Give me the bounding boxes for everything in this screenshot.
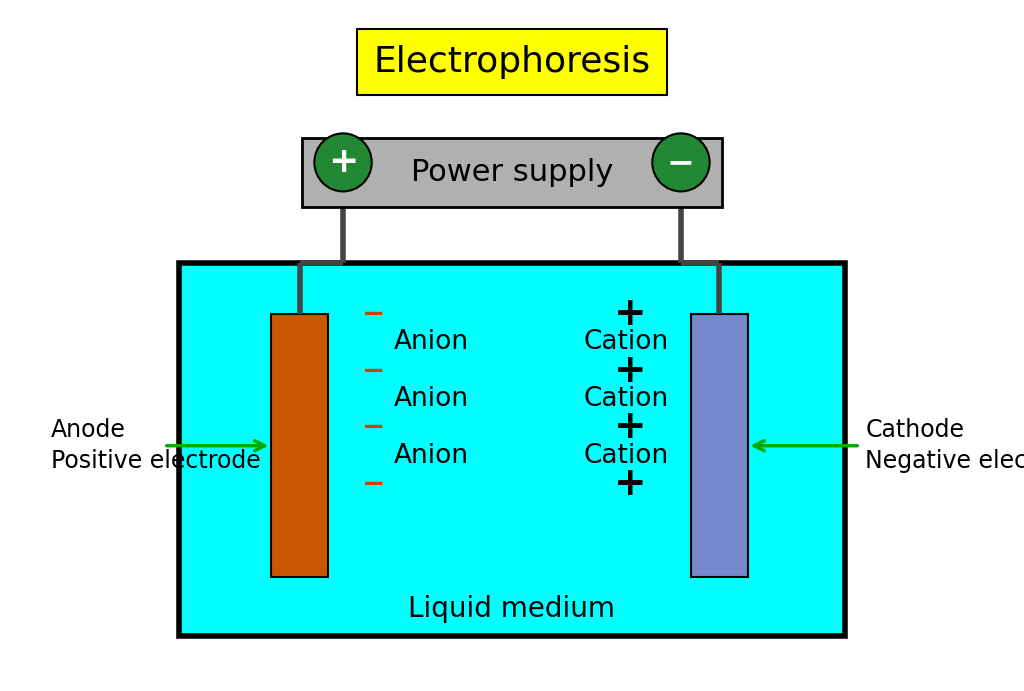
- Text: −: −: [362, 470, 385, 498]
- Text: Negative electrode: Negative electrode: [865, 449, 1024, 473]
- Bar: [302, 138, 722, 207]
- Text: +: +: [613, 296, 646, 333]
- Text: Electrophoresis: Electrophoresis: [374, 45, 650, 79]
- Text: Positive electrode: Positive electrode: [51, 449, 261, 473]
- Text: Anode: Anode: [51, 419, 126, 442]
- Text: +: +: [613, 408, 646, 446]
- Text: −: −: [362, 301, 385, 328]
- Text: Cation: Cation: [584, 386, 669, 413]
- Text: Anion: Anion: [394, 443, 469, 469]
- Text: −: −: [667, 146, 695, 179]
- Text: Power supply: Power supply: [411, 158, 613, 187]
- Ellipse shape: [652, 133, 710, 191]
- Bar: [179, 263, 845, 636]
- Bar: [271, 314, 328, 577]
- Text: +: +: [613, 465, 646, 502]
- Text: Anion: Anion: [394, 386, 469, 413]
- Text: Cation: Cation: [584, 329, 669, 355]
- Text: +: +: [328, 145, 358, 180]
- Bar: [691, 314, 748, 577]
- Text: Cathode: Cathode: [865, 419, 965, 442]
- Text: −: −: [362, 413, 385, 441]
- Text: +: +: [613, 352, 646, 390]
- Text: Cation: Cation: [584, 443, 669, 469]
- Text: Anion: Anion: [394, 329, 469, 355]
- Text: Liquid medium: Liquid medium: [409, 596, 615, 623]
- Ellipse shape: [314, 133, 372, 191]
- Text: −: −: [362, 357, 385, 385]
